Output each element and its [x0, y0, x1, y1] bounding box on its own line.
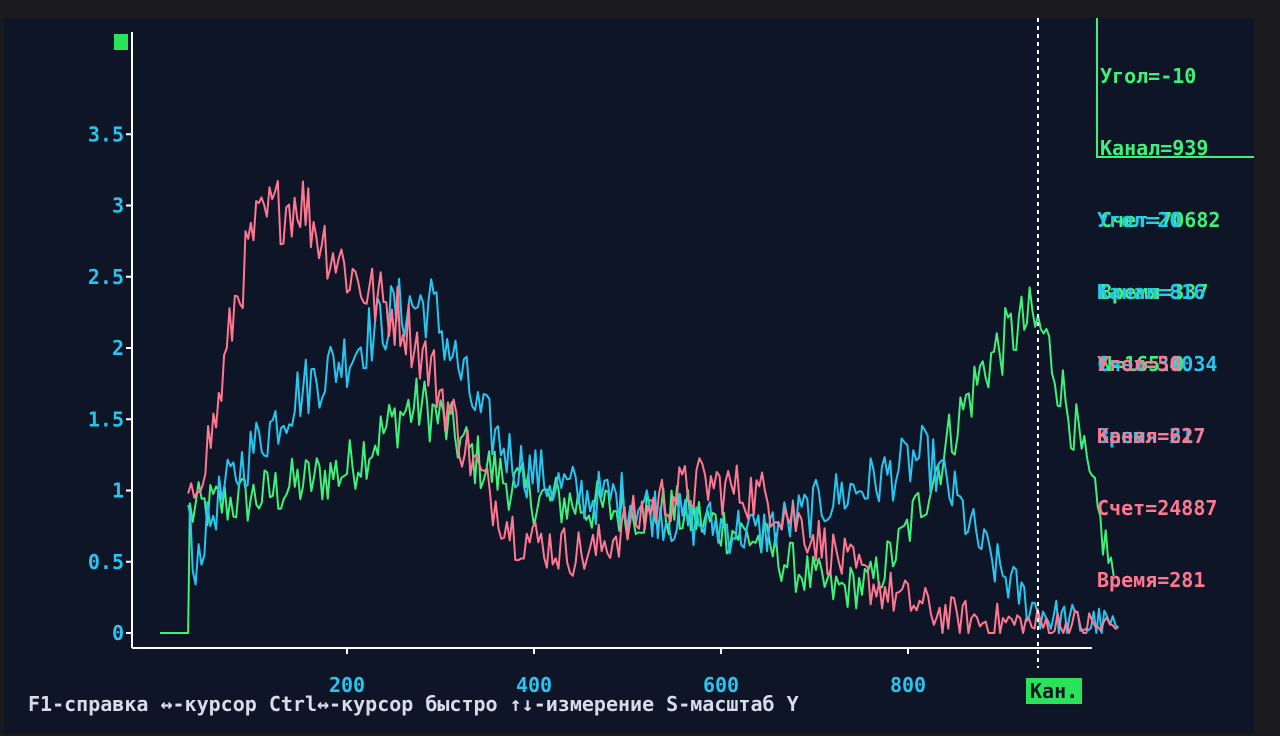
y-tick-label: 2 — [112, 336, 124, 360]
help-bar: F1-справка ↔-курсор Ctrl↔-курсор быстро … — [28, 692, 799, 716]
green-series-panel: Угол=-10 Канал=939 Счет=70682 Время=337 … — [1096, 18, 1254, 376]
x-units-badge[interactable]: Кан. — [1026, 678, 1083, 704]
spectrum-plot: 0 0.5 1 1.5 2 2.5 3 3.5 200 400 600 800 — [88, 18, 1119, 697]
x-tick-label: 400 — [516, 673, 552, 697]
series-layer — [160, 180, 1119, 634]
green-channel: Канал=939 — [1100, 136, 1209, 160]
green-n: N=165.0 — [1100, 352, 1185, 376]
red-count: Счет=24887 — [1097, 496, 1218, 520]
y-tick-label: 1 — [112, 479, 124, 503]
blue-channel: Канал=816 — [1097, 280, 1206, 304]
green-series-line — [160, 286, 1115, 634]
blue-count: Счет=34034 — [1097, 352, 1218, 376]
red-series-line — [187, 180, 1119, 634]
green-angle: Угол=-10 — [1100, 64, 1197, 88]
x-tick-label: 800 — [890, 673, 926, 697]
red-time: Время=281 — [1097, 568, 1206, 592]
green-count: Счет=70682 — [1100, 208, 1221, 232]
y-tick-label: 0 — [112, 621, 124, 645]
blue-series-panel: Угол=20 Канал=816 Счет=34034 Время=217 — [1097, 160, 1217, 496]
y-tick-label: 1.5 — [88, 407, 124, 431]
red-angle: Угол=50 — [1097, 352, 1182, 376]
x-tick-label: 600 — [703, 673, 739, 697]
oscilloscope-screen: 0 0.5 1 1.5 2 2.5 3 3.5 200 400 600 800 Угол=-10 К… — [4, 18, 1254, 734]
y-tick-label: 3.5 — [88, 122, 124, 146]
x-tick-label: 200 — [329, 673, 365, 697]
red-series-panel: Угол=50 Канал=627 Счет=24887 Время=281 — [1097, 304, 1217, 640]
blue-series-line — [187, 277, 1119, 634]
blue-angle: Угол=20 — [1097, 208, 1182, 232]
red-channel: Канал=627 — [1097, 424, 1206, 448]
y-tick-label: 3 — [112, 194, 124, 218]
y-ticks: 0 0.5 1 1.5 2 2.5 3 3.5 — [88, 122, 132, 645]
y-tick-label: 2.5 — [88, 265, 124, 289]
blue-time: Время=217 — [1097, 424, 1206, 448]
green-time: Время=337 — [1100, 280, 1209, 304]
x-ticks: 200 400 600 800 — [329, 648, 926, 697]
y-axis-top-marker — [114, 34, 128, 50]
y-tick-label: 0.5 — [88, 550, 124, 574]
